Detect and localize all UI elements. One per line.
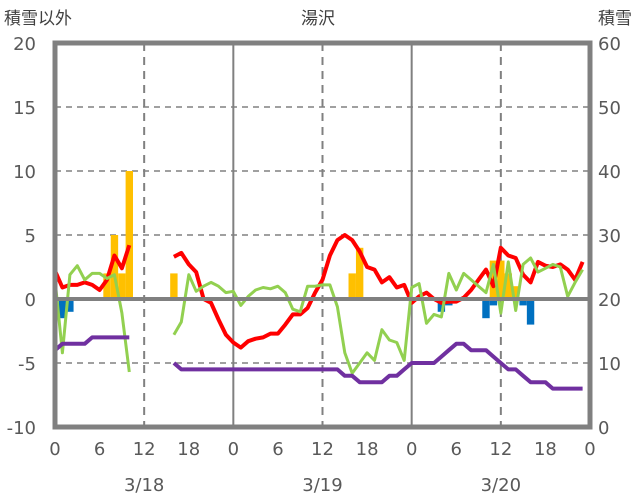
x-tick-label: 6 bbox=[451, 439, 462, 460]
x-tick-label: 0 bbox=[49, 439, 60, 460]
y-left-tick-label: 5 bbox=[25, 226, 36, 247]
date-label: 3/20 bbox=[481, 475, 521, 496]
yellow-bar bbox=[170, 273, 178, 299]
y-right-tick-label: 40 bbox=[598, 162, 621, 183]
y-right-tick-label: 30 bbox=[598, 226, 621, 247]
date-label: 3/19 bbox=[302, 475, 342, 496]
yellow-bar bbox=[103, 273, 111, 299]
blue-bar bbox=[482, 299, 490, 319]
date-label: 3/18 bbox=[124, 475, 164, 496]
x-tick-label: 0 bbox=[584, 439, 595, 460]
y-left-tick-label: -5 bbox=[18, 354, 36, 375]
yellow-bar bbox=[511, 286, 520, 299]
x-tick-label: 12 bbox=[489, 439, 512, 460]
chart-title: 湯沢 bbox=[301, 9, 335, 29]
y-left-tick-label: 10 bbox=[13, 162, 36, 183]
y-right-tick-label: 20 bbox=[598, 290, 621, 311]
yellow-bar bbox=[110, 235, 119, 299]
plot-frame bbox=[52, 40, 593, 430]
y-left-tick-label: 20 bbox=[13, 34, 36, 55]
y-left-tick-label: 15 bbox=[13, 98, 36, 119]
bars bbox=[58, 171, 535, 325]
blue-bar bbox=[58, 299, 67, 319]
x-tick-label: 6 bbox=[272, 439, 283, 460]
grid bbox=[55, 43, 590, 427]
blue-bar bbox=[519, 299, 527, 306]
x-tick-label: 0 bbox=[228, 439, 239, 460]
x-tick-label: 6 bbox=[94, 439, 105, 460]
y-left-tick-label: -10 bbox=[7, 418, 36, 439]
x-tick-label: 18 bbox=[356, 439, 379, 460]
yellow-bar bbox=[497, 260, 505, 299]
right-axis-title: 積雪 bbox=[598, 9, 632, 29]
x-tick-label: 18 bbox=[534, 439, 557, 460]
x-tick-label: 12 bbox=[133, 439, 156, 460]
y-right-tick-label: 60 bbox=[598, 34, 621, 55]
left-axis-title: 積雪以外 bbox=[4, 9, 72, 29]
yellow-bar bbox=[504, 273, 512, 299]
x-tick-label: 18 bbox=[177, 439, 200, 460]
blue-bar bbox=[66, 299, 74, 312]
blue-bar bbox=[526, 299, 535, 325]
yellow-bar bbox=[118, 273, 126, 299]
blue-bar bbox=[489, 299, 498, 306]
y-left-tick-label: 0 bbox=[25, 290, 36, 311]
x-tick-label: 0 bbox=[406, 439, 417, 460]
y-right-tick-label: 0 bbox=[598, 418, 609, 439]
lines bbox=[53, 233, 585, 391]
yellow-bar bbox=[348, 273, 356, 299]
x-tick-label: 12 bbox=[311, 439, 334, 460]
blue-bar bbox=[437, 299, 446, 312]
yellow-bar bbox=[355, 247, 364, 299]
purple-snow-depth bbox=[53, 335, 583, 391]
plot-border bbox=[52, 40, 593, 430]
y-right-tick-label: 50 bbox=[598, 98, 621, 119]
y-right-tick-label: 10 bbox=[598, 354, 621, 375]
yellow-bar bbox=[125, 171, 134, 299]
